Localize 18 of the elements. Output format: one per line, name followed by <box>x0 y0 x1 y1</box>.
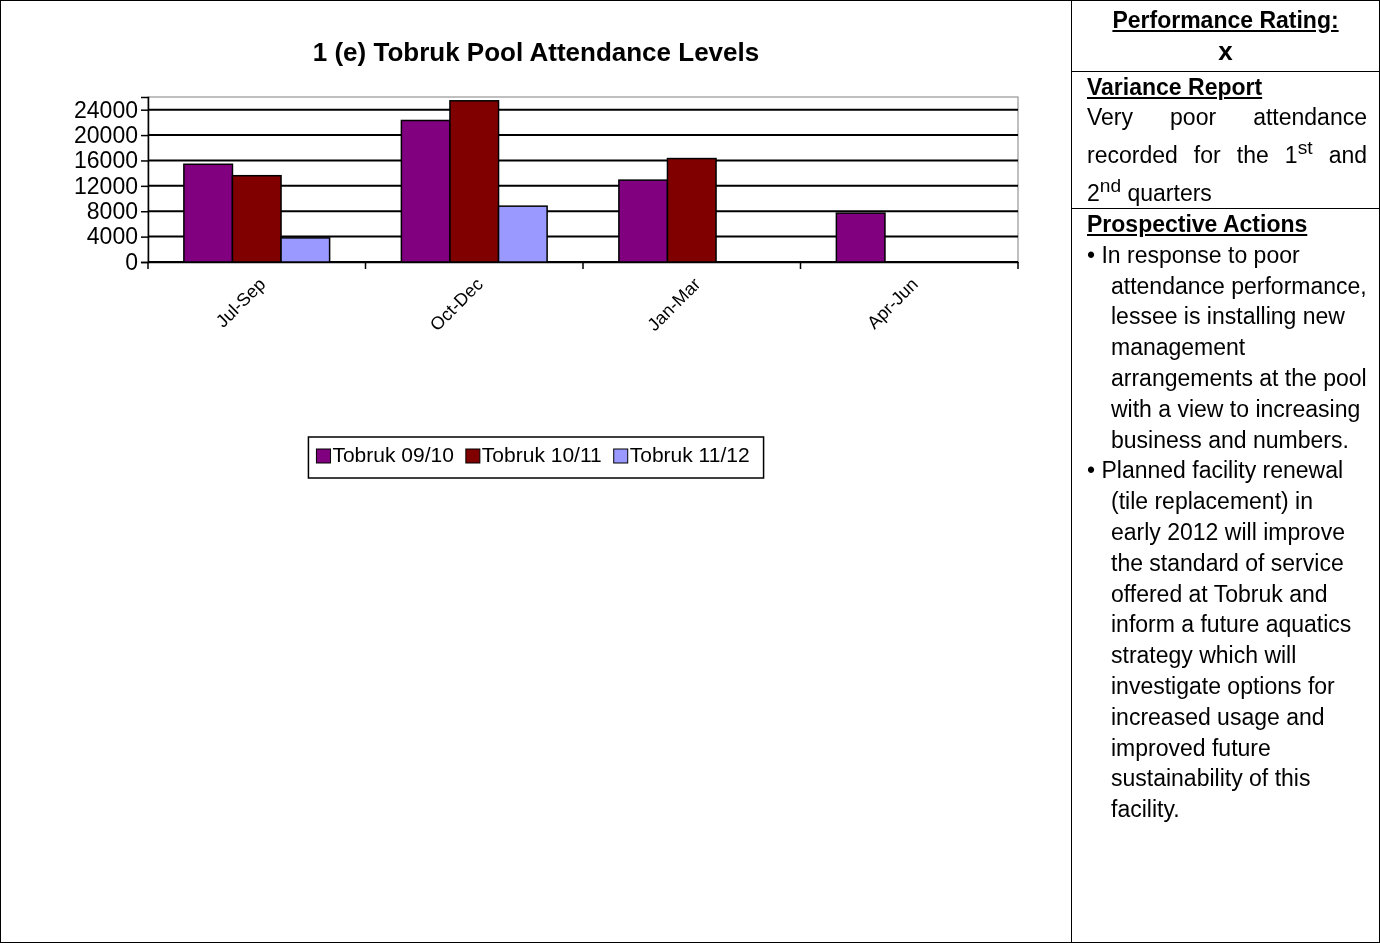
legend-label: Tobruk 10/11 <box>481 443 602 466</box>
y-tick-label: 24000 <box>74 96 138 123</box>
text: Variance Report <box>1087 72 1264 102</box>
text: Very poor attendance recorded for the 1$^{st}$ and 2$^{nd}$ quarters <box>1087 104 1368 206</box>
y-tick-label: 0 <box>125 248 138 275</box>
y-tick-label: 16000 <box>74 147 138 174</box>
text: • Planned facility renewal (tile replacement) in early 2012 will improve the standard of service offered at Tobruk and inform a future aquatics strategy which will investigate options for increased usage and improved future sustainability of this facility. <box>1087 457 1352 823</box>
y-tick-label: 8000 <box>86 198 138 225</box>
chart-title: 1 (e) Tobruk Pool Attendance Levels <box>312 37 760 67</box>
legend-label: Tobruk 09/10 <box>332 443 454 466</box>
text: x <box>1217 35 1234 67</box>
text: Performance Rating: <box>1111 6 1340 35</box>
legend-label: Tobruk 11/12 <box>629 443 750 466</box>
y-tick-label: 20000 <box>74 121 138 148</box>
text: • In response to poor attendance performance, lessee is installing new management arrangements at the pool with a view to increasing business and numbers. <box>1087 240 1367 455</box>
text: Prospective Actions <box>1087 210 1309 240</box>
y-tick-label: 12000 <box>74 172 138 199</box>
y-tick-label: 4000 <box>86 223 138 250</box>
